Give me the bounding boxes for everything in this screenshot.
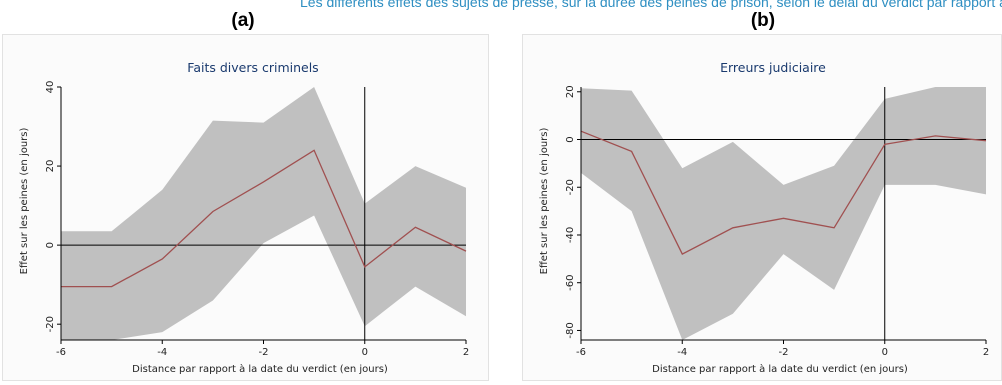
chart-b-xlabel: Distance par rapport à la date du verdic… [652,363,908,375]
chart-a-x-tick-label: 0 [362,347,368,358]
chart-a-x-tick-label: -2 [259,347,269,358]
chart-a-x-tick-label: -6 [56,347,66,358]
chart-b-y-tick-label: -40 [565,227,576,243]
chart-b-y-tick-label: -80 [565,322,576,338]
chart-b-y-tick-label: 20 [565,85,576,98]
chart-panel-b: Erreurs judiciaire Distance par rapport … [522,34,1002,381]
chart-a-ylabel: Effet sur les peines (en jours) [19,128,30,275]
chart-a-y-tick-label: 40 [45,81,56,94]
chart-b-estimate-line [580,130,987,255]
chart-b-svg: Erreurs judiciaire Distance par rapport … [539,60,989,375]
chart-a-y-tick-label: 20 [45,160,56,173]
chart-a-x-tick-label: -4 [157,347,167,358]
chart-b-y-tick-label: -60 [565,275,576,291]
chart-a-xlabel: Distance par rapport à la date du verdic… [132,363,388,375]
chart-b-x-tick-label: -4 [677,347,687,358]
panel-b-heading: (b) [750,10,776,31]
chart-a-title: Faits divers criminels [187,60,318,75]
chart-a-x-tick-label: 2 [463,347,469,358]
chart-b-x-tick-label: -2 [779,347,789,358]
chart-a-y-tick-label: -20 [45,316,56,332]
panel-a-heading: (a) [231,10,255,31]
chart-b-x-tick-label: -6 [576,347,586,358]
chart-a-estimate-line [61,149,467,288]
chart-a-confidence-band [61,87,466,340]
chart-b-title: Erreurs judiciaire [720,60,826,75]
figure-caption: Les différents effets des sujets de pres… [300,0,1002,10]
chart-a-y-tick-label: 0 [45,242,56,248]
chart-b-confidence-band [581,87,986,340]
chart-b-x-tick-label: 2 [983,347,989,358]
chart-b-y-tick-label: 0 [565,136,576,142]
chart-b-y-tick-label: -20 [565,179,576,195]
chart-panel-a: Faits divers criminels Distance par rapp… [2,34,489,381]
chart-b-x-tick-label: 0 [882,347,888,358]
chart-a-svg: Faits divers criminels Distance par rapp… [19,60,469,375]
chart-b-ylabel: Effet sur les peines (en jours) [539,128,550,275]
